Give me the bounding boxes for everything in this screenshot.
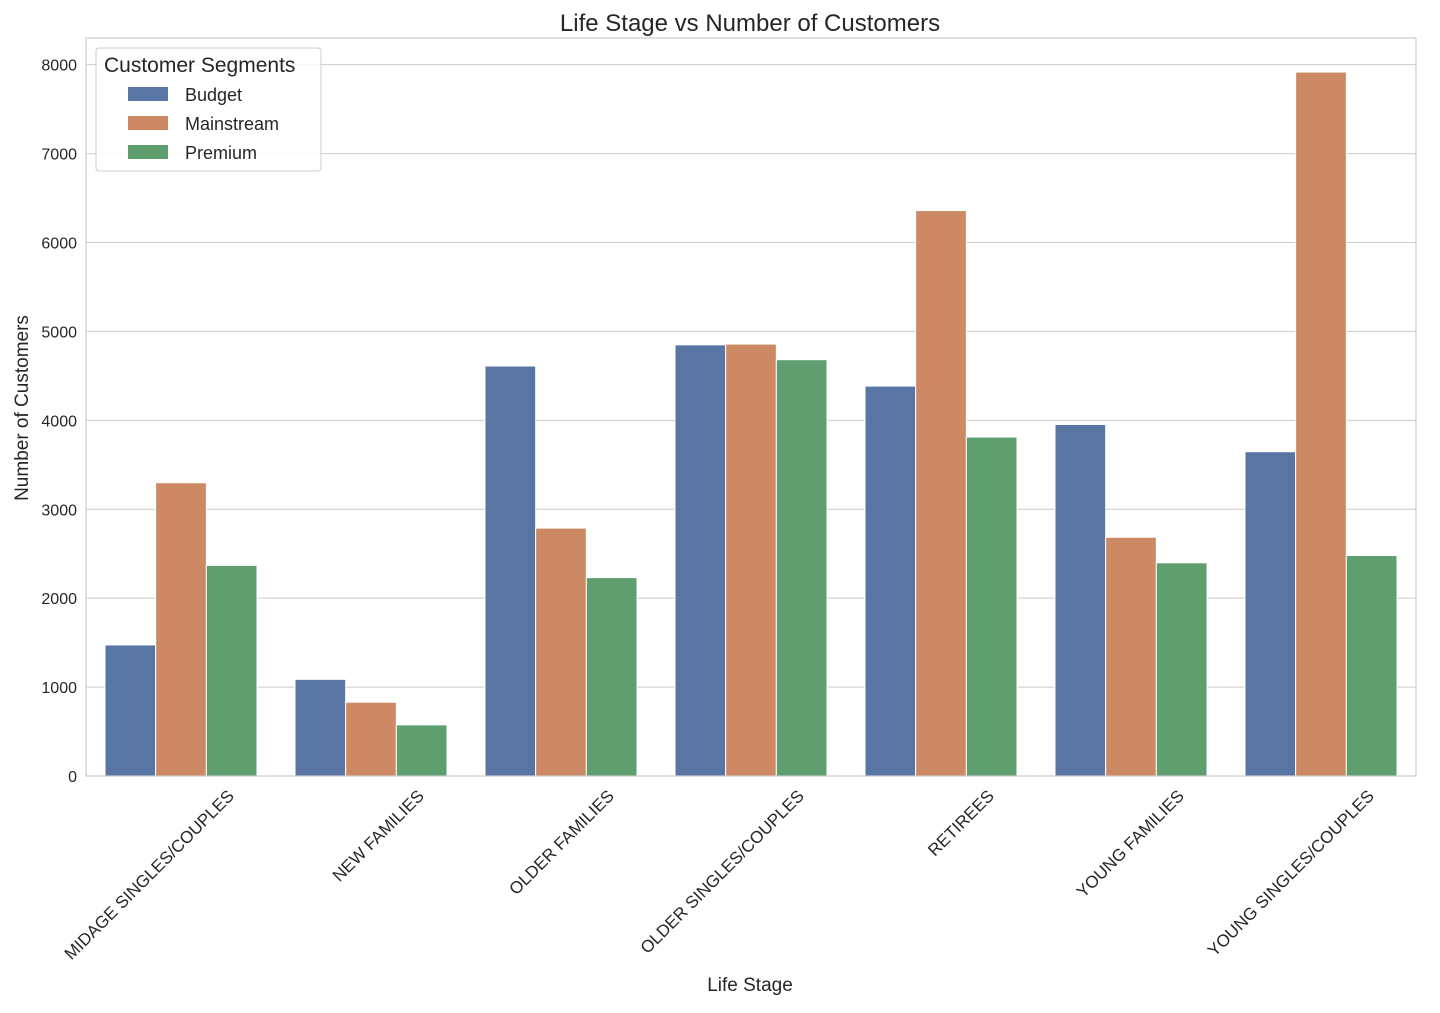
- y-tick-label: 2000: [41, 591, 77, 608]
- x-tick-label: YOUNG SINGLES/COUPLES: [1204, 786, 1378, 960]
- bars: [104, 71, 1398, 777]
- y-tick-label: 4000: [41, 413, 77, 430]
- bar-premium: [585, 577, 638, 777]
- bar-budget: [1244, 451, 1297, 777]
- bar-budget: [1054, 424, 1107, 777]
- bar-premium: [775, 359, 828, 777]
- legend-swatch-premium: [128, 145, 168, 159]
- y-tick-label: 7000: [41, 147, 77, 164]
- bar-budget: [294, 678, 347, 777]
- bar-premium: [1345, 554, 1398, 777]
- x-tick-label: NEW FAMILIES: [329, 786, 428, 885]
- y-tick-label: 8000: [41, 58, 77, 75]
- bar-premium: [965, 436, 1018, 777]
- legend-box: [95, 47, 322, 172]
- x-tick-label: OLDER SINGLES/COUPLES: [637, 786, 808, 957]
- bar-mainstream: [345, 701, 397, 777]
- bar-premium: [1155, 562, 1208, 777]
- y-tick-label: 1000: [41, 680, 77, 697]
- y-tick-label: 3000: [41, 502, 77, 519]
- bar-budget: [674, 344, 727, 777]
- y-tick-label: 5000: [41, 324, 77, 341]
- bar-mainstream: [535, 527, 587, 777]
- bar-mainstream: [1105, 536, 1157, 777]
- legend: Customer Segments Budget Mainstream Premium: [95, 47, 322, 172]
- x-tick-label: RETIREES: [924, 786, 998, 860]
- legend-swatch-mainstream: [128, 116, 168, 130]
- y-tick-label: 6000: [41, 236, 77, 253]
- bar-mainstream: [725, 343, 777, 777]
- bar-mainstream: [1295, 71, 1347, 777]
- x-axis-label: Life Stage: [707, 975, 793, 996]
- bar-mainstream: [155, 482, 207, 777]
- bar-mainstream: [915, 210, 967, 777]
- legend-label-budget: Budget: [185, 85, 242, 105]
- legend-label-premium: Premium: [185, 143, 257, 163]
- bar-premium: [395, 724, 448, 777]
- chart-title: Life Stage vs Number of Customers: [560, 10, 940, 37]
- x-tick-label: MIDAGE SINGLES/COUPLES: [61, 786, 238, 963]
- y-tick-label: 0: [68, 769, 77, 786]
- legend-title: Customer Segments: [104, 54, 295, 77]
- legend-swatch-budget: [128, 87, 168, 101]
- legend-label-mainstream: Mainstream: [185, 114, 279, 134]
- bar-budget: [104, 644, 157, 777]
- x-tick-label: OLDER FAMILIES: [506, 786, 618, 898]
- x-tick-label: YOUNG FAMILIES: [1073, 786, 1188, 901]
- y-axis-label: Number of Customers: [12, 315, 33, 501]
- y-axis-ticks: 0 1000 2000 3000 4000 5000 6000 7000 8000: [41, 58, 77, 786]
- bar-budget: [864, 385, 917, 777]
- x-axis-ticks: MIDAGE SINGLES/COUPLES NEW FAMILIES OLDER …: [61, 786, 1378, 963]
- bar-budget: [484, 365, 537, 777]
- plot-frame: [85, 37, 1417, 777]
- bar-premium: [205, 564, 258, 777]
